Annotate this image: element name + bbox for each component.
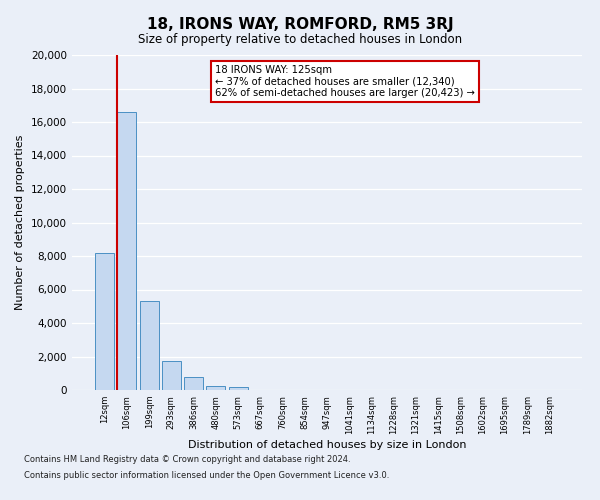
Text: 18, IRONS WAY, ROMFORD, RM5 3RJ: 18, IRONS WAY, ROMFORD, RM5 3RJ bbox=[146, 18, 454, 32]
X-axis label: Distribution of detached houses by size in London: Distribution of detached houses by size … bbox=[188, 440, 466, 450]
Text: Contains public sector information licensed under the Open Government Licence v3: Contains public sector information licen… bbox=[24, 470, 389, 480]
Bar bbox=[162, 360, 181, 390]
Bar bbox=[184, 378, 203, 390]
Bar bbox=[206, 386, 225, 390]
Bar bbox=[140, 301, 158, 390]
Text: Contains HM Land Registry data © Crown copyright and database right 2024.: Contains HM Land Registry data © Crown c… bbox=[24, 456, 350, 464]
Text: 18 IRONS WAY: 125sqm
← 37% of detached houses are smaller (12,340)
62% of semi-d: 18 IRONS WAY: 125sqm ← 37% of detached h… bbox=[215, 65, 475, 98]
Text: Size of property relative to detached houses in London: Size of property relative to detached ho… bbox=[138, 32, 462, 46]
Bar bbox=[229, 386, 248, 390]
Bar bbox=[95, 252, 114, 390]
Y-axis label: Number of detached properties: Number of detached properties bbox=[16, 135, 25, 310]
Bar bbox=[118, 112, 136, 390]
